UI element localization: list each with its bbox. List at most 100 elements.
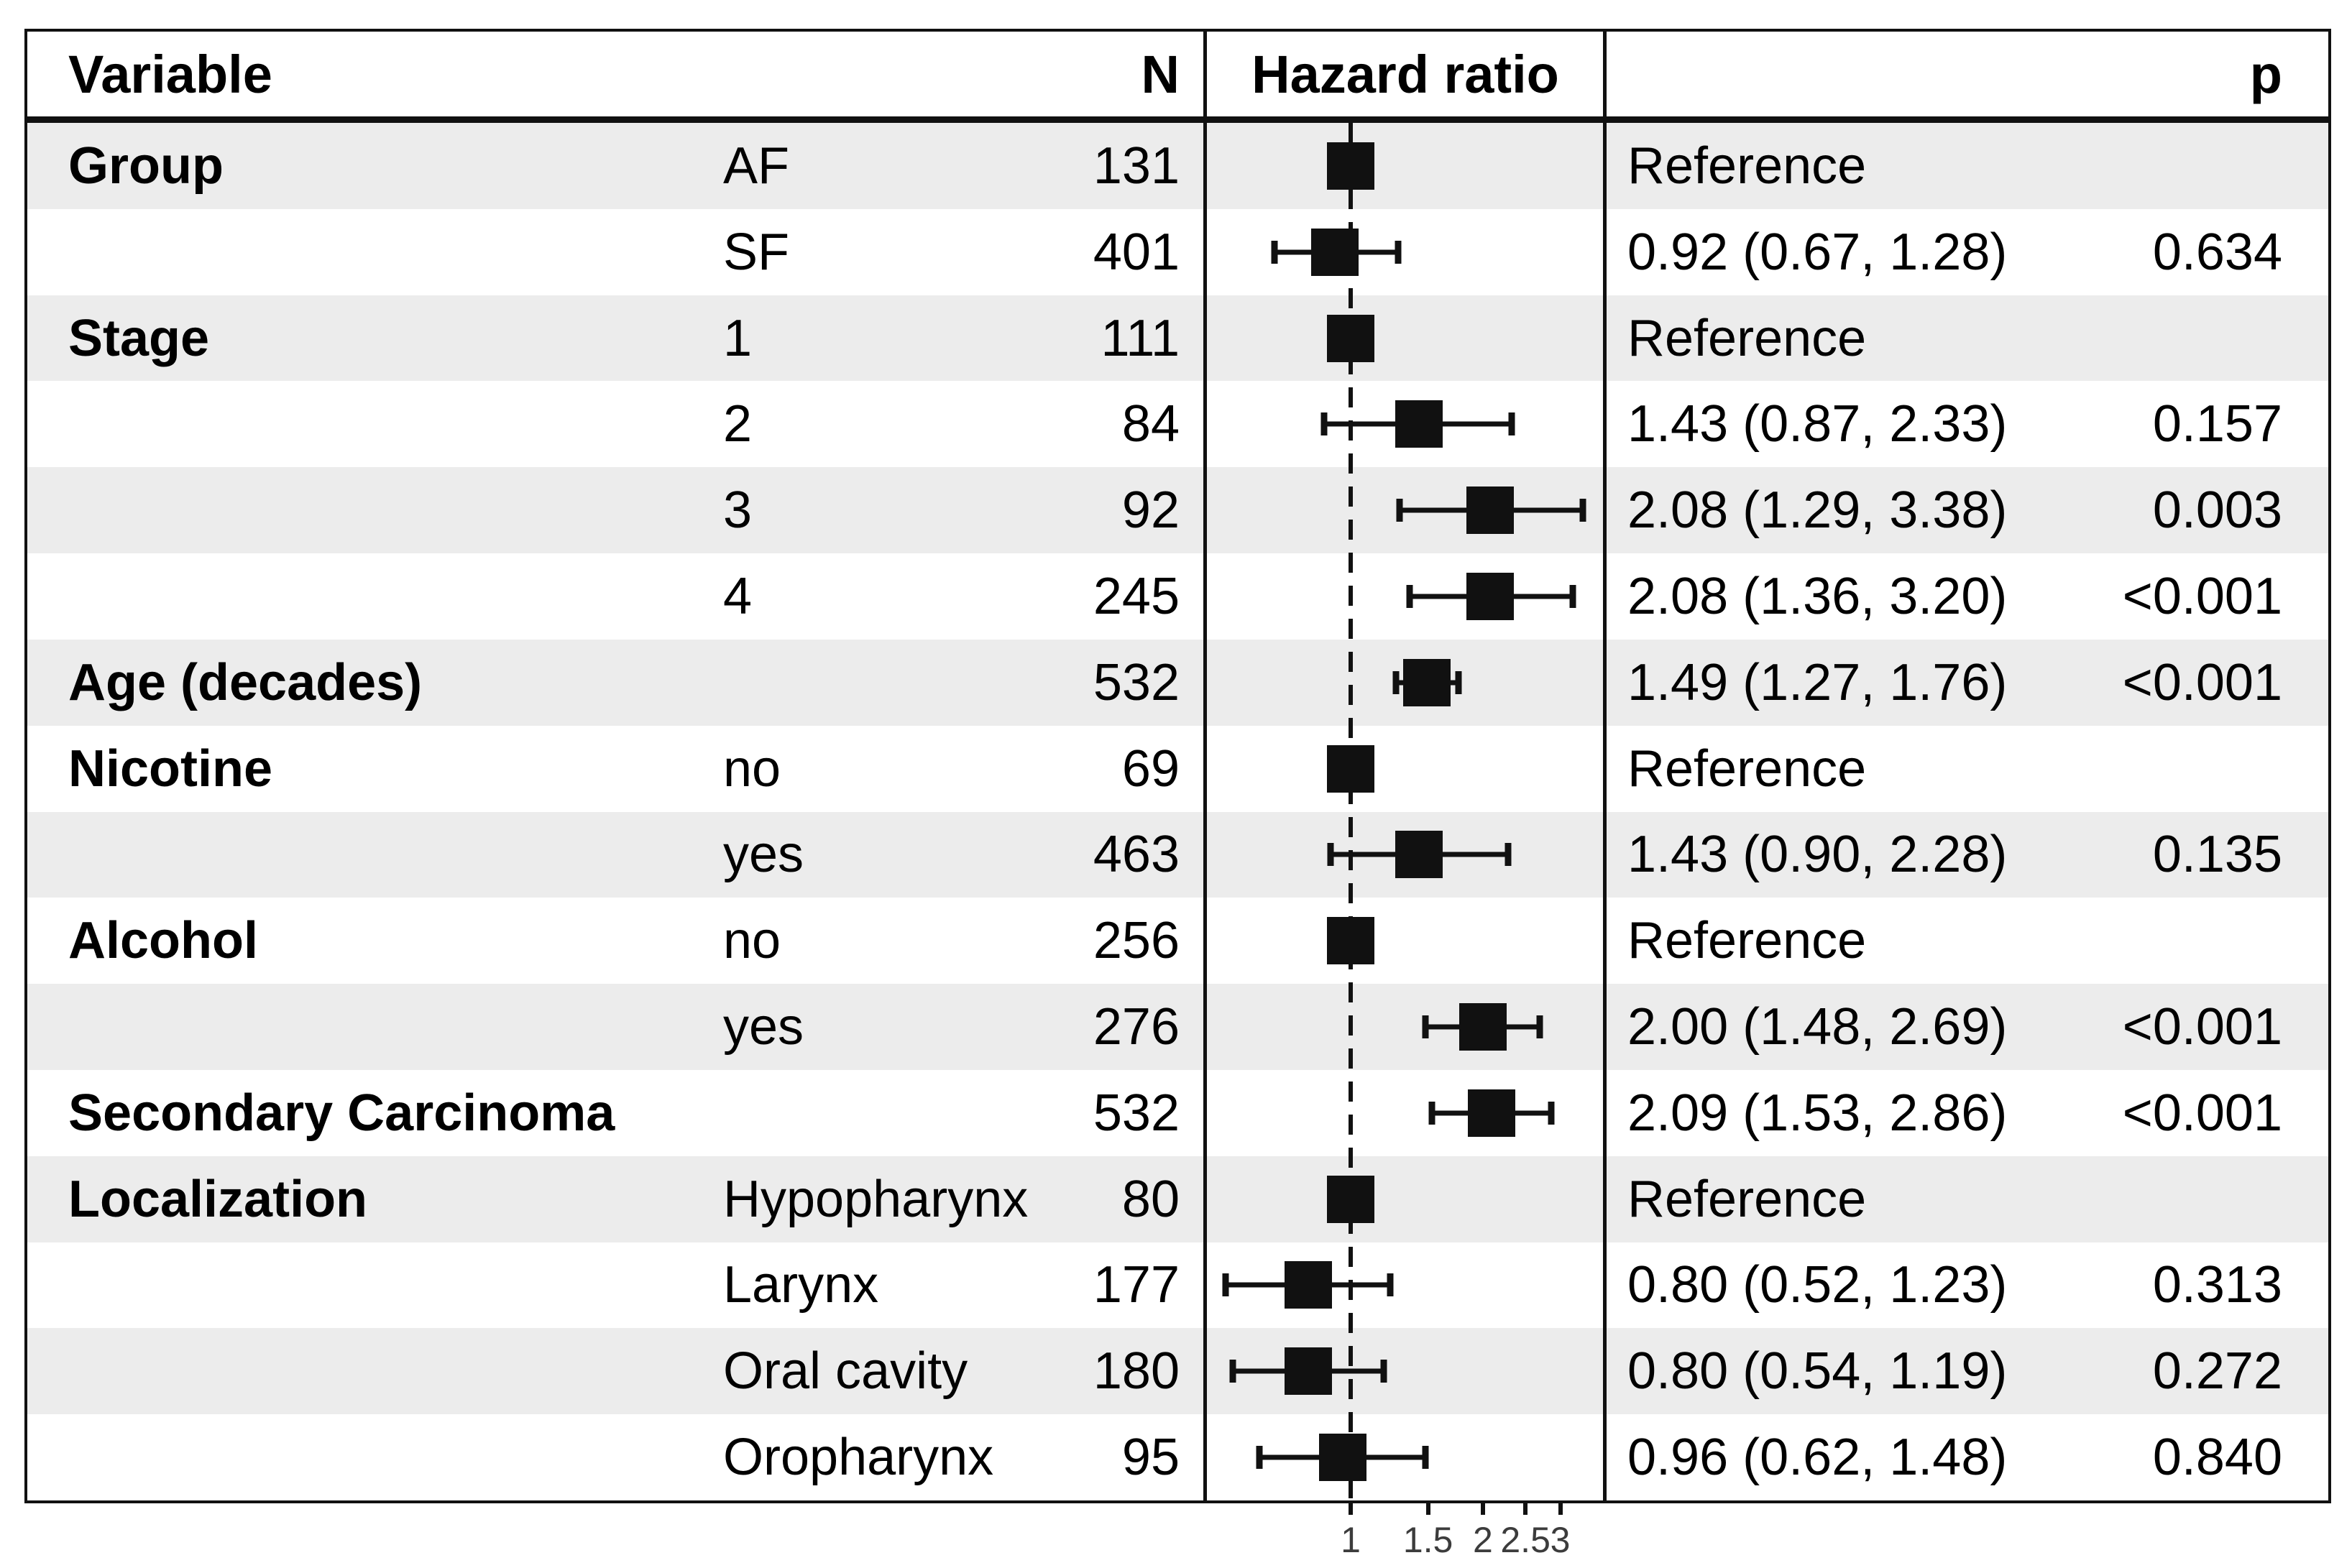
hr-ci-text-cell: Reference	[1627, 739, 1867, 798]
table-body: Group AF 131 Reference SF 401 0.92 (0.67, 1.28…	[27, 123, 2328, 1500]
p-value-cell: <0.001	[2122, 567, 2282, 625]
forest-plot-table: Variable N Hazard ratio p Group AF 131 Refe…	[24, 29, 2331, 1503]
ci-cap-lower	[1229, 1360, 1236, 1383]
variable-cell: Stage	[68, 309, 210, 367]
estimate-square	[1284, 1261, 1332, 1309]
estimate-square	[1466, 486, 1515, 535]
ci-cap-upper	[1579, 499, 1586, 522]
p-value-cell: 0.157	[2152, 395, 2282, 453]
hazard-ratio-plot-cell	[1205, 1242, 1605, 1329]
variable-cell: Group	[68, 137, 224, 195]
table-row: Secondary Carcinoma 532 2.09 (1.53, 2.86) <…	[27, 1070, 2328, 1156]
hazard-ratio-plot-cell	[1205, 1156, 1605, 1242]
reference-estimate-square	[1327, 142, 1374, 190]
axis-tick	[1558, 1503, 1563, 1515]
hazard-ratio-plot-cell	[1205, 295, 1605, 382]
hazard-ratio-plot-cell	[1205, 1414, 1605, 1500]
column-header-p: p	[2249, 44, 2282, 104]
hr-ci-text-cell: 1.43 (0.87, 2.33)	[1627, 395, 2008, 453]
table-row: yes 276 2.00 (1.48, 2.69) <0.001	[27, 984, 2328, 1070]
table-row: Oral cavity 180 0.80 (0.54, 1.19) 0.272	[27, 1328, 2328, 1415]
n-cell: 401	[1093, 223, 1180, 281]
level-cell: Oropharynx	[723, 1429, 994, 1487]
hazard-ratio-plot-cell	[1205, 1070, 1605, 1156]
hr-ci-text-cell: 1.49 (1.27, 1.76)	[1627, 653, 2008, 711]
n-cell: 276	[1093, 998, 1180, 1056]
p-value-cell: 0.135	[2152, 826, 2282, 884]
p-value-cell: <0.001	[2122, 998, 2282, 1056]
n-cell: 180	[1093, 1342, 1180, 1401]
n-cell: 80	[1121, 1170, 1180, 1228]
estimate-square	[1284, 1347, 1332, 1396]
ci-cap-lower	[1396, 499, 1403, 522]
level-cell: AF	[723, 137, 790, 195]
hr-ci-text-cell: 0.80 (0.52, 1.23)	[1627, 1256, 2008, 1314]
column-divider-right	[1603, 32, 1607, 1500]
axis-tick-label: 3	[1550, 1520, 1571, 1560]
ci-cap-upper	[1395, 240, 1401, 264]
table-row: 2 84 1.43 (0.87, 2.33) 0.157	[27, 381, 2328, 467]
hazard-ratio-plot-cell	[1205, 467, 1605, 553]
ci-cap-lower	[1222, 1273, 1229, 1297]
level-cell: no	[723, 912, 781, 970]
level-cell: Larynx	[723, 1256, 879, 1314]
reference-dashed-line	[1349, 123, 1353, 1500]
ci-cap-lower	[1256, 1446, 1263, 1470]
ci-cap-upper	[1387, 1273, 1394, 1297]
level-cell: 2	[723, 395, 753, 453]
hazard-ratio-axis: 1 1.5 2 2.5 3	[27, 1503, 2328, 1568]
ci-cap-lower	[1422, 1015, 1429, 1039]
ci-cap-upper	[1548, 1101, 1555, 1125]
axis-tick-label: 1	[1341, 1520, 1361, 1560]
p-value-cell: 0.272	[2152, 1342, 2282, 1401]
reference-estimate-square	[1327, 1175, 1374, 1223]
hr-ci-text-cell: 0.80 (0.54, 1.19)	[1627, 1342, 2008, 1401]
hazard-ratio-plot-cell	[1205, 812, 1605, 898]
hr-ci-text-cell: 2.08 (1.36, 3.20)	[1627, 567, 2008, 625]
ci-cap-upper	[1569, 584, 1576, 608]
ci-cap-upper	[1508, 412, 1515, 436]
hr-ci-text-cell: 2.09 (1.53, 2.86)	[1627, 1084, 2008, 1142]
ci-cap-lower	[1392, 670, 1400, 694]
reference-estimate-square	[1327, 744, 1374, 793]
estimate-square	[1395, 831, 1443, 879]
n-cell: 177	[1093, 1256, 1180, 1314]
hr-ci-text-cell: 2.08 (1.29, 3.38)	[1627, 481, 2008, 540]
hazard-ratio-plot-cell	[1205, 381, 1605, 467]
axis-tick	[1523, 1503, 1528, 1515]
p-value-cell: <0.001	[2122, 653, 2282, 711]
hazard-ratio-plot-cell	[1205, 209, 1605, 295]
ci-cap-lower	[1428, 1101, 1435, 1125]
table-row: yes 463 1.43 (0.90, 2.28) 0.135	[27, 811, 2328, 898]
variable-cell: Secondary Carcinoma	[68, 1084, 615, 1142]
level-cell: yes	[723, 826, 804, 884]
ci-cap-upper	[1505, 843, 1512, 867]
table-row: Nicotine no 69 Reference	[27, 726, 2328, 812]
p-value-cell: <0.001	[2122, 1084, 2282, 1142]
ci-cap-lower	[1271, 240, 1278, 264]
column-header-hazard-ratio: Hazard ratio	[1251, 44, 1559, 104]
axis-tick	[1349, 1503, 1353, 1515]
ci-cap-lower	[1320, 412, 1328, 436]
hr-ci-text-cell: Reference	[1627, 912, 1867, 970]
n-cell: 256	[1093, 912, 1180, 970]
ci-cap-upper	[1380, 1360, 1387, 1383]
level-cell: 3	[723, 481, 753, 540]
estimate-square	[1319, 1434, 1367, 1482]
reference-estimate-square	[1327, 917, 1374, 965]
estimate-square	[1310, 228, 1359, 276]
axis-tick-label: 1.5	[1402, 1520, 1453, 1560]
p-value-cell: 0.840	[2152, 1429, 2282, 1487]
estimate-square	[1467, 1089, 1515, 1137]
hr-ci-text-cell: Reference	[1627, 137, 1867, 195]
axis-tick	[1480, 1503, 1485, 1515]
variable-cell: Nicotine	[68, 739, 273, 798]
p-value-cell: 0.003	[2152, 481, 2282, 540]
variable-cell: Localization	[68, 1170, 368, 1228]
hr-ci-text-cell: 1.43 (0.90, 2.28)	[1627, 826, 2008, 884]
ci-cap-lower	[1406, 584, 1413, 608]
axis-tick-label: 2	[1473, 1520, 1493, 1560]
n-cell: 532	[1093, 1084, 1180, 1142]
table-row: Alcohol no 256 Reference	[27, 898, 2328, 984]
